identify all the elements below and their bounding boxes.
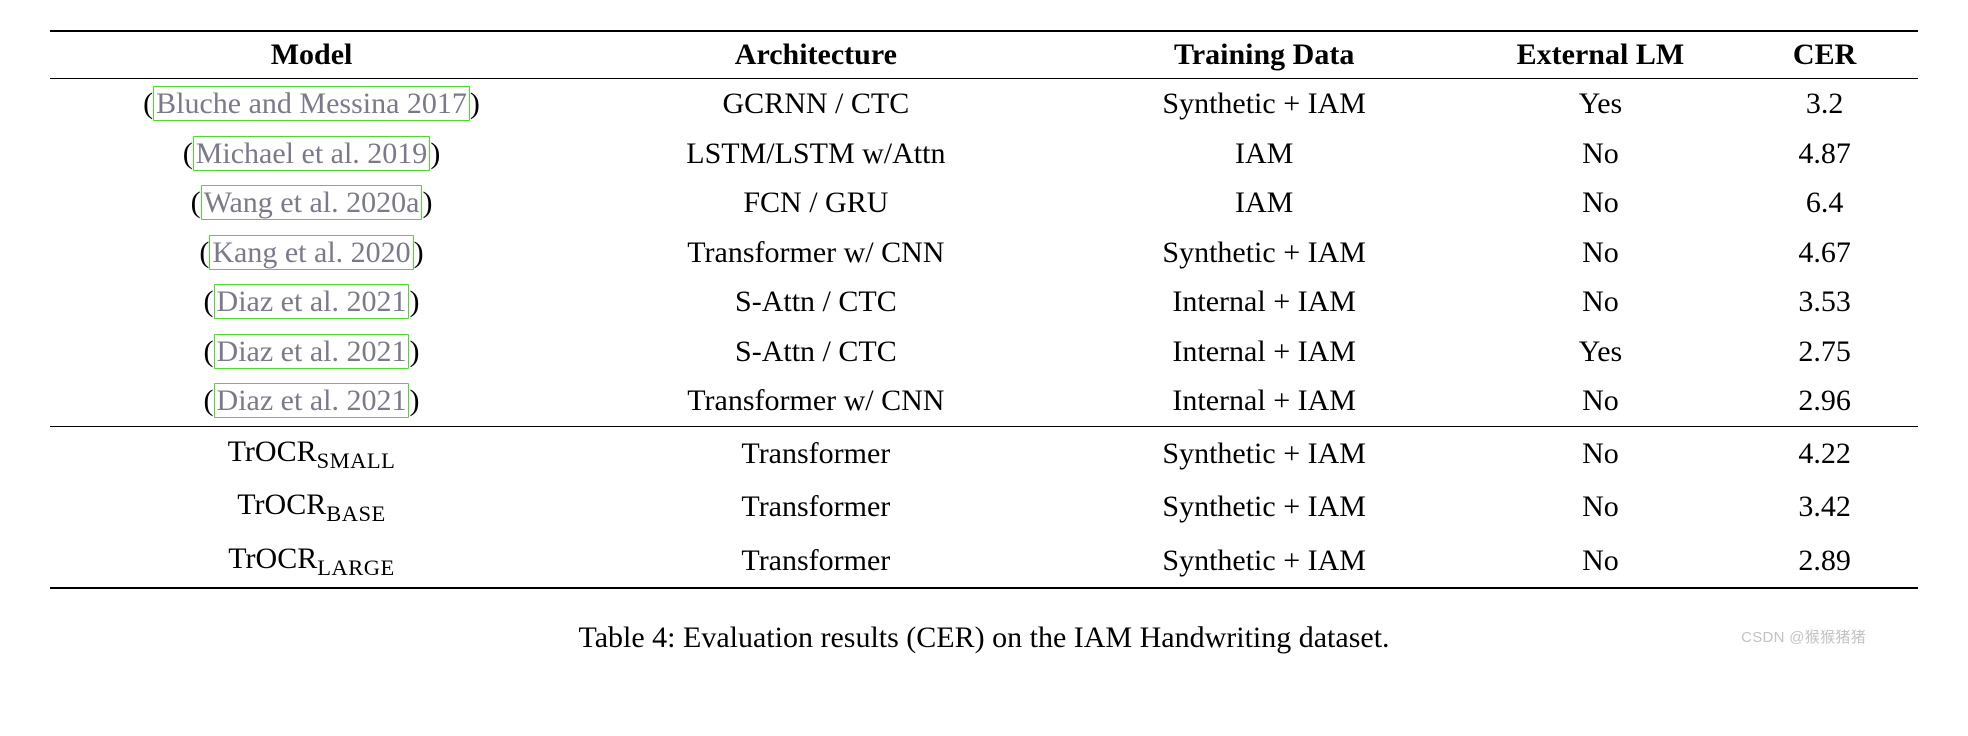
- citation-link[interactable]: Michael et al. 2019: [193, 136, 431, 171]
- citation-link[interactable]: Bluche and Messina 2017: [153, 86, 470, 121]
- cell-data: Internal + IAM: [1059, 327, 1470, 377]
- cell-data: Synthetic + IAM: [1059, 79, 1470, 129]
- paren-open: (: [143, 87, 153, 120]
- table-section-a: (Bluche and Messina 2017)GCRNN / CTCSynt…: [50, 79, 1918, 427]
- model-size-subscript: LARGE: [317, 555, 395, 580]
- cell-arch: S-Attn / CTC: [573, 327, 1059, 377]
- results-table: Model Architecture Training Data Externa…: [50, 30, 1918, 589]
- cell-cer: 2.89: [1731, 534, 1918, 589]
- table-row: TrOCRBASETransformerSynthetic + IAMNo3.4…: [50, 480, 1918, 534]
- cell-arch: GCRNN / CTC: [573, 79, 1059, 129]
- model-size-subscript: BASE: [326, 501, 386, 526]
- cell-cer: 3.2: [1731, 79, 1918, 129]
- paren-open: (: [183, 137, 193, 170]
- paren-close: ): [470, 87, 480, 120]
- table-section-b: TrOCRSMALLTransformerSynthetic + IAMNo4.…: [50, 426, 1918, 588]
- cell-model: TrOCRSMALL: [50, 426, 573, 480]
- cell-lm: No: [1470, 426, 1732, 480]
- cell-lm: No: [1470, 534, 1732, 589]
- paren-open: (: [204, 384, 214, 417]
- cell-data: Internal + IAM: [1059, 376, 1470, 426]
- table-row: (Kang et al. 2020)Transformer w/ CNNSynt…: [50, 228, 1918, 278]
- cell-lm: No: [1470, 228, 1732, 278]
- cell-data: Synthetic + IAM: [1059, 534, 1470, 589]
- header-model: Model: [50, 31, 573, 79]
- cell-model: (Diaz et al. 2021): [50, 376, 573, 426]
- paren-open: (: [199, 236, 209, 269]
- model-name: TrOCR: [237, 488, 326, 521]
- cell-model: (Diaz et al. 2021): [50, 327, 573, 377]
- cell-cer: 2.75: [1731, 327, 1918, 377]
- cell-cer: 4.67: [1731, 228, 1918, 278]
- cell-data: Internal + IAM: [1059, 277, 1470, 327]
- cell-lm: No: [1470, 277, 1732, 327]
- paren-open: (: [204, 335, 214, 368]
- cell-lm: No: [1470, 376, 1732, 426]
- cell-model: (Kang et al. 2020): [50, 228, 573, 278]
- cell-cer: 3.53: [1731, 277, 1918, 327]
- paren-close: ): [409, 285, 419, 318]
- cell-arch: Transformer w/ CNN: [573, 376, 1059, 426]
- cell-lm: No: [1470, 480, 1732, 534]
- cell-arch: S-Attn / CTC: [573, 277, 1059, 327]
- cell-cer: 2.96: [1731, 376, 1918, 426]
- cell-cer: 3.42: [1731, 480, 1918, 534]
- paren-close: ): [414, 236, 424, 269]
- header-arch: Architecture: [573, 31, 1059, 79]
- table-row: (Diaz et al. 2021)S-Attn / CTCInternal +…: [50, 277, 1918, 327]
- table-row: TrOCRSMALLTransformerSynthetic + IAMNo4.…: [50, 426, 1918, 480]
- cell-arch: LSTM/LSTM w/Attn: [573, 129, 1059, 179]
- model-size-subscript: SMALL: [317, 448, 396, 473]
- paren-close: ): [430, 137, 440, 170]
- cell-arch: Transformer: [573, 426, 1059, 480]
- cell-data: IAM: [1059, 178, 1470, 228]
- table-row: (Wang et al. 2020a)FCN / GRUIAMNo6.4: [50, 178, 1918, 228]
- cell-model: (Wang et al. 2020a): [50, 178, 573, 228]
- cell-data: Synthetic + IAM: [1059, 426, 1470, 480]
- table-caption: Table 4: Evaluation results (CER) on the…: [50, 621, 1918, 655]
- citation-link[interactable]: Wang et al. 2020a: [201, 185, 423, 220]
- cell-lm: Yes: [1470, 327, 1732, 377]
- cell-lm: No: [1470, 129, 1732, 179]
- paren-open: (: [191, 186, 201, 219]
- cell-data: Synthetic + IAM: [1059, 228, 1470, 278]
- citation-link[interactable]: Diaz et al. 2021: [214, 334, 410, 369]
- cell-cer: 4.87: [1731, 129, 1918, 179]
- cell-cer: 4.22: [1731, 426, 1918, 480]
- cell-model: TrOCRLARGE: [50, 534, 573, 589]
- cell-model: (Michael et al. 2019): [50, 129, 573, 179]
- cell-cer: 6.4: [1731, 178, 1918, 228]
- table-header-row: Model Architecture Training Data Externa…: [50, 31, 1918, 79]
- paren-close: ): [409, 335, 419, 368]
- watermark-text: CSDN @猴猴猪猪: [1741, 626, 1866, 647]
- cell-arch: Transformer w/ CNN: [573, 228, 1059, 278]
- cell-arch: Transformer: [573, 534, 1059, 589]
- cell-data: IAM: [1059, 129, 1470, 179]
- table-row: (Diaz et al. 2021)S-Attn / CTCInternal +…: [50, 327, 1918, 377]
- cell-arch: Transformer: [573, 480, 1059, 534]
- model-name: TrOCR: [228, 435, 317, 468]
- table-row: (Michael et al. 2019)LSTM/LSTM w/AttnIAM…: [50, 129, 1918, 179]
- paren-close: ): [409, 384, 419, 417]
- cell-model: (Bluche and Messina 2017): [50, 79, 573, 129]
- paren-close: ): [422, 186, 432, 219]
- header-lm: External LM: [1470, 31, 1732, 79]
- header-data: Training Data: [1059, 31, 1470, 79]
- paren-open: (: [204, 285, 214, 318]
- cell-data: Synthetic + IAM: [1059, 480, 1470, 534]
- cell-model: TrOCRBASE: [50, 480, 573, 534]
- model-name: TrOCR: [228, 542, 317, 575]
- citation-link[interactable]: Diaz et al. 2021: [214, 383, 410, 418]
- cell-lm: Yes: [1470, 79, 1732, 129]
- cell-model: (Diaz et al. 2021): [50, 277, 573, 327]
- citation-link[interactable]: Kang et al. 2020: [209, 235, 413, 270]
- table-row: TrOCRLARGETransformerSynthetic + IAMNo2.…: [50, 534, 1918, 589]
- table-row: (Bluche and Messina 2017)GCRNN / CTCSynt…: [50, 79, 1918, 129]
- table-row: (Diaz et al. 2021)Transformer w/ CNNInte…: [50, 376, 1918, 426]
- cell-lm: No: [1470, 178, 1732, 228]
- cell-arch: FCN / GRU: [573, 178, 1059, 228]
- header-cer: CER: [1731, 31, 1918, 79]
- citation-link[interactable]: Diaz et al. 2021: [214, 284, 410, 319]
